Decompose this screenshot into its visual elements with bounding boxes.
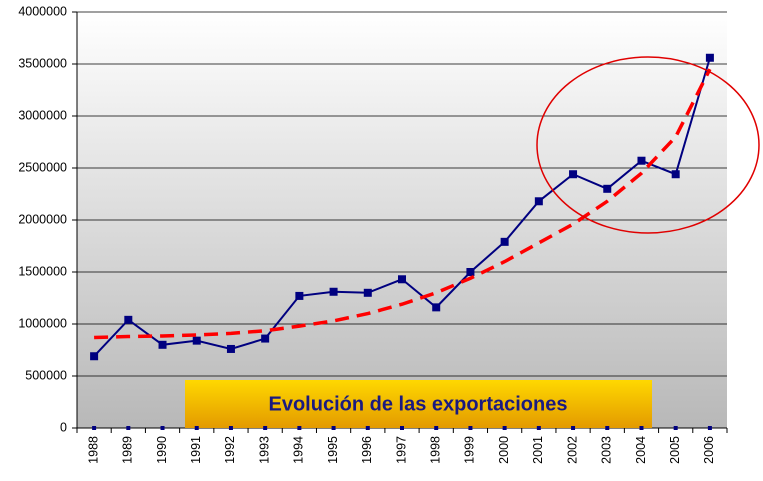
- y-tick-label: 0: [60, 420, 67, 434]
- marker: [329, 287, 338, 296]
- x-tick-label: 1993: [257, 436, 271, 464]
- x-tick-label: 1998: [429, 436, 443, 464]
- marker: [331, 426, 336, 430]
- x-tick-label: 1996: [360, 436, 374, 464]
- x-tick-label: 2004: [634, 436, 648, 464]
- y-tick-label: 4000000: [18, 4, 67, 18]
- x-tick-label: 2000: [497, 436, 511, 464]
- chart-title: Evolución de las exportaciones: [269, 393, 568, 415]
- marker: [92, 426, 97, 430]
- y-tick-label: 2000000: [18, 212, 67, 226]
- marker: [158, 340, 167, 349]
- x-tick-label: 1989: [121, 436, 135, 464]
- marker: [297, 426, 302, 430]
- marker: [671, 170, 680, 179]
- marker: [705, 53, 714, 62]
- x-tick-label: 2006: [702, 436, 716, 464]
- marker: [434, 426, 439, 430]
- x-tick-label: 1999: [463, 436, 477, 464]
- y-tick-label: 500000: [25, 368, 67, 382]
- marker: [569, 170, 578, 179]
- marker: [365, 426, 370, 430]
- marker: [603, 184, 612, 193]
- marker: [126, 426, 131, 430]
- y-tick-label: 1000000: [18, 316, 67, 330]
- marker: [536, 426, 541, 430]
- marker: [639, 426, 644, 430]
- marker: [707, 426, 712, 430]
- x-tick-label: 1994: [292, 436, 306, 464]
- x-tick-label: 1992: [223, 436, 237, 464]
- marker: [160, 426, 165, 430]
- x-tick-label: 2001: [531, 436, 545, 464]
- marker: [637, 156, 646, 165]
- marker: [605, 426, 610, 430]
- marker: [192, 336, 201, 345]
- x-tick-label: 1988: [86, 436, 100, 464]
- marker: [571, 426, 576, 430]
- y-tick-label: 1500000: [18, 264, 67, 278]
- marker: [363, 288, 372, 297]
- marker: [228, 426, 233, 430]
- marker: [534, 197, 543, 206]
- trendline: [94, 68, 712, 340]
- x-tick-label: 1997: [394, 436, 408, 464]
- marker: [466, 268, 475, 276]
- marker: [400, 426, 404, 430]
- marker: [398, 275, 406, 284]
- marker: [295, 291, 304, 300]
- marker: [90, 352, 99, 361]
- marker: [263, 426, 268, 430]
- y-tick-label: 3500000: [18, 56, 67, 70]
- x-tick-label: 1990: [155, 436, 169, 464]
- marker: [261, 334, 270, 343]
- highlight-circle: [536, 56, 760, 234]
- x-tick-label: 2005: [668, 436, 682, 464]
- title-box: [185, 380, 652, 428]
- marker: [432, 303, 441, 312]
- marker: [124, 315, 133, 324]
- y-tick-label: 3000000: [18, 108, 67, 122]
- x-tick-label: 1991: [189, 436, 203, 464]
- x-tick-label: 2003: [600, 436, 614, 464]
- marker: [468, 426, 473, 430]
- marker: [500, 237, 509, 246]
- x-tick-label: 1995: [326, 436, 340, 464]
- marker: [502, 426, 507, 430]
- marker: [673, 426, 678, 430]
- marker: [194, 426, 199, 430]
- y-tick-label: 2500000: [18, 160, 67, 174]
- x-tick-label: 2002: [565, 436, 579, 464]
- marker: [226, 344, 235, 353]
